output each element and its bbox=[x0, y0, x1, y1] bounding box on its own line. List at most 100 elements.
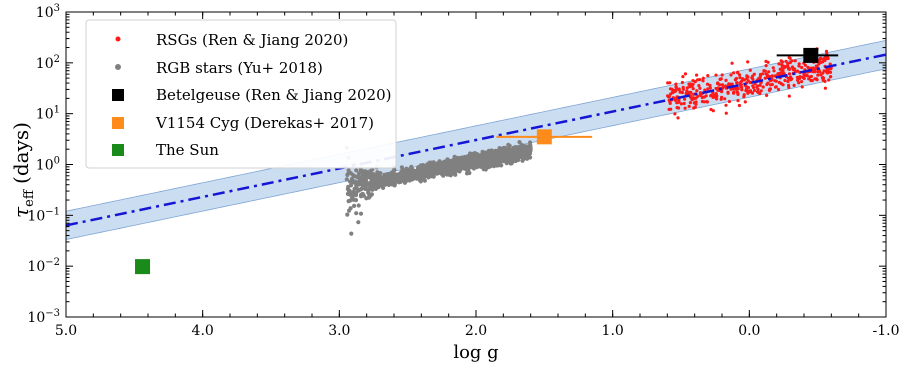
rsg-point bbox=[800, 85, 804, 89]
legend-marker-sun bbox=[112, 144, 124, 156]
rsg-point bbox=[693, 105, 697, 109]
rsg-point bbox=[690, 98, 694, 102]
rsg-point bbox=[687, 90, 691, 94]
rgb-star-point bbox=[358, 168, 363, 173]
rsg-point bbox=[724, 78, 728, 82]
rsg-point bbox=[720, 90, 724, 94]
rsg-point bbox=[821, 78, 825, 82]
rsg-point bbox=[810, 79, 814, 83]
rgb-star-point bbox=[437, 170, 442, 175]
rgb-star-point bbox=[459, 155, 464, 160]
rsg-point bbox=[720, 83, 725, 87]
rsg-point bbox=[668, 87, 673, 91]
rsg-point bbox=[738, 76, 742, 80]
rgb-star-point bbox=[356, 220, 361, 225]
rsg-point bbox=[761, 85, 765, 89]
rsg-point bbox=[692, 101, 696, 105]
rgb-star-point bbox=[345, 212, 350, 217]
rsg-point bbox=[693, 80, 697, 84]
rsg-point bbox=[746, 91, 750, 95]
rsg-point bbox=[791, 66, 795, 70]
rgb-star-point bbox=[347, 192, 353, 197]
rsg-point bbox=[715, 97, 719, 101]
rsg-point bbox=[811, 66, 815, 70]
rsg-point bbox=[758, 83, 762, 87]
rgb-star-point bbox=[346, 199, 351, 204]
rsg-point bbox=[804, 73, 809, 77]
x-tick-label: 3.0 bbox=[328, 323, 350, 339]
axes: 5.0 4.0 3.0 2.0 1.0 0.0 -1.0 103 102 101 100 10−1 10… bbox=[27, 3, 899, 339]
rsg-point bbox=[720, 73, 724, 77]
rsg-point bbox=[727, 99, 732, 104]
rsg-point bbox=[701, 76, 705, 80]
rsg-point bbox=[787, 72, 792, 76]
rgb-star-point bbox=[452, 170, 458, 175]
rgb-star-point bbox=[503, 149, 508, 154]
rgb-star-point bbox=[522, 149, 527, 155]
rgb-star-point bbox=[484, 153, 489, 158]
rsg-point bbox=[674, 82, 678, 86]
rsg-point bbox=[774, 85, 778, 89]
rsg-point bbox=[751, 84, 755, 88]
rgb-star-point bbox=[511, 146, 517, 152]
rsg-point bbox=[823, 86, 828, 90]
rgb-star-point bbox=[417, 178, 422, 183]
rsg-point bbox=[729, 87, 733, 91]
rsg-point bbox=[821, 75, 825, 80]
y-tick-label: 100 bbox=[36, 156, 60, 174]
rsg-point bbox=[700, 99, 705, 104]
rgb-star-point bbox=[528, 143, 533, 148]
rsg-point bbox=[736, 99, 740, 103]
rgb-star-point bbox=[367, 192, 372, 197]
rsg-point bbox=[724, 84, 728, 88]
rsg-point bbox=[715, 81, 720, 85]
legend-marker-rsg bbox=[115, 36, 121, 42]
rgb-star-point bbox=[455, 155, 460, 160]
rsg-point bbox=[819, 73, 823, 77]
rgb-star-point bbox=[385, 172, 390, 177]
rsg-point bbox=[673, 112, 677, 116]
rsg-point bbox=[736, 71, 740, 75]
legend-box bbox=[85, 19, 397, 169]
fit-line bbox=[66, 53, 886, 227]
rgb-star-point bbox=[482, 162, 487, 167]
rsg-point bbox=[711, 95, 715, 99]
y-tick-label: 103 bbox=[36, 3, 60, 21]
rsg-point bbox=[741, 77, 745, 81]
rsg-point bbox=[711, 109, 715, 113]
rsg-point bbox=[786, 79, 790, 84]
legend-marker-rgb bbox=[115, 64, 121, 70]
rgb-star-point bbox=[375, 170, 380, 175]
rgb-star-point bbox=[499, 163, 504, 168]
rgb-star-point bbox=[345, 187, 350, 192]
rsg-point bbox=[691, 87, 695, 91]
rsg-point bbox=[708, 86, 712, 90]
rsg-point bbox=[718, 77, 722, 81]
v1154-cyg-marker bbox=[536, 129, 552, 145]
rgb-star-point bbox=[448, 159, 453, 164]
rsg-point bbox=[764, 59, 768, 64]
rsg-point bbox=[732, 71, 736, 75]
rsg-point bbox=[756, 87, 760, 91]
rsg-point bbox=[724, 111, 728, 115]
legend-label-rsg: RSGs (Ren & Jiang 2020) bbox=[156, 31, 348, 49]
rsg-point bbox=[776, 87, 781, 92]
rsg-point bbox=[714, 73, 718, 77]
rgb-star-point bbox=[409, 167, 414, 172]
rsg-point bbox=[673, 89, 677, 93]
rsg-point bbox=[736, 92, 740, 96]
rsg-point bbox=[750, 91, 755, 95]
rgb-star-point bbox=[410, 176, 416, 182]
rsg-point bbox=[677, 100, 681, 104]
rgb-star-point bbox=[471, 166, 476, 171]
rgb-star-point bbox=[528, 147, 533, 152]
rsg-point bbox=[674, 85, 678, 89]
y-tick-label: 102 bbox=[36, 54, 60, 72]
rsg-point bbox=[787, 66, 791, 70]
rsg-point bbox=[803, 63, 808, 67]
rsg-point bbox=[823, 58, 827, 62]
rgb-star-point bbox=[358, 211, 364, 216]
rsg-point bbox=[800, 65, 804, 70]
rsg-point bbox=[673, 98, 677, 102]
rgb-star-point bbox=[356, 188, 361, 193]
